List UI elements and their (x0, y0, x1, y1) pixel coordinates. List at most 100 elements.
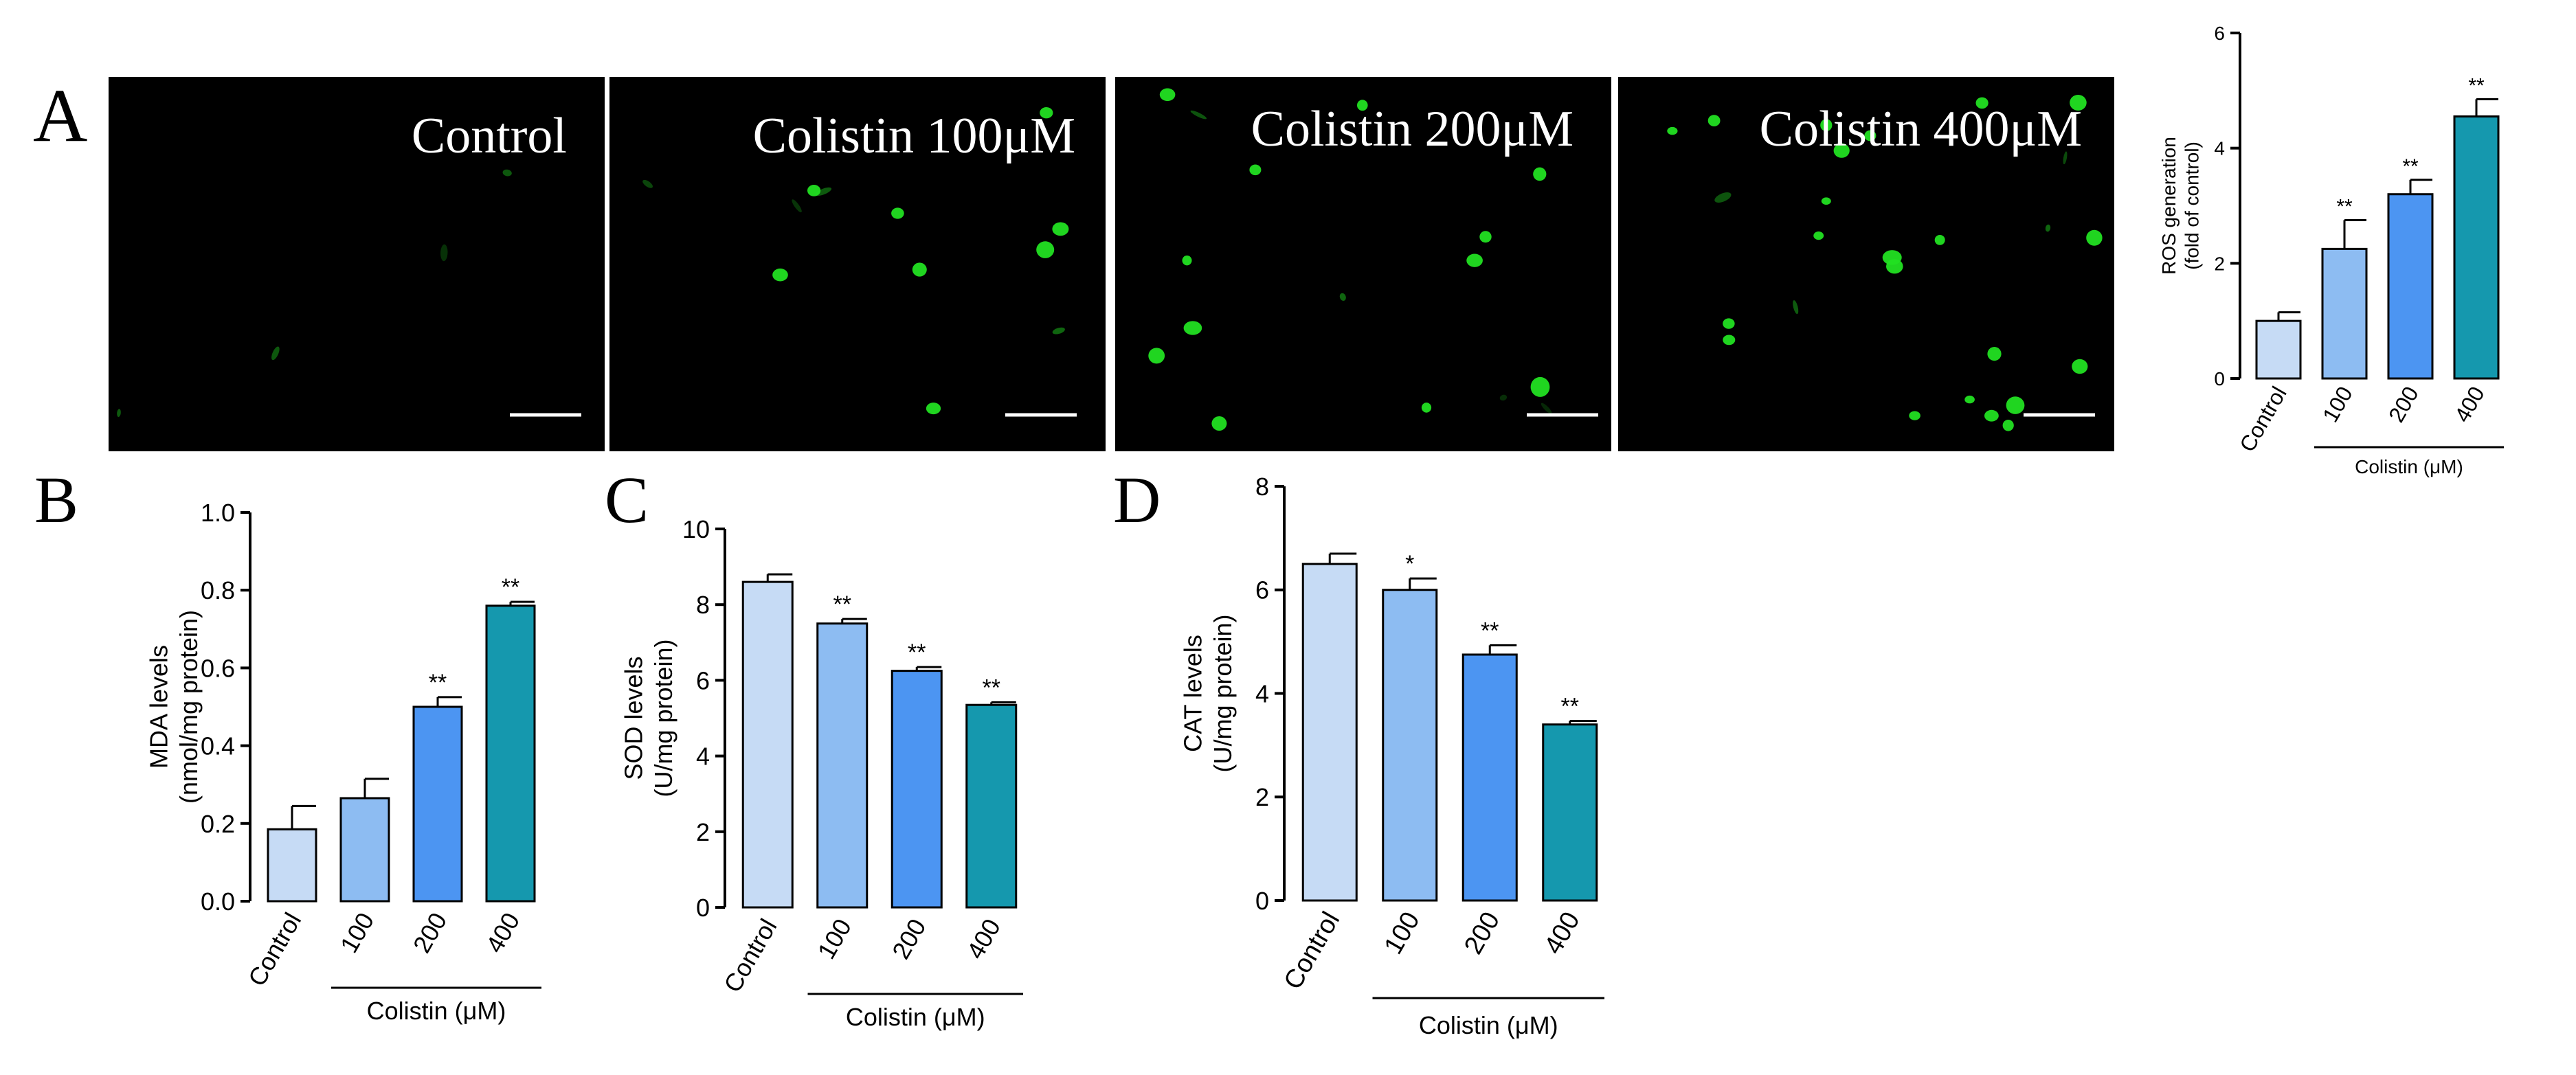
bright-cell (1820, 119, 1833, 132)
y-axis-label: SOD levels(U/mg protein) (620, 639, 677, 797)
chart-mda: B 0.0 0.2 0.4 0.6 0.8 1.0 MDA levels(nmol/mg pr… (34, 463, 541, 1025)
bar-200 (1461, 653, 1518, 902)
bright-cell (1964, 395, 1975, 404)
category-label: 100 (2318, 383, 2357, 427)
bright-cell (2070, 95, 2087, 111)
y-tick-label: 4 (1255, 679, 1269, 708)
faint-cell (440, 244, 448, 262)
bright-cell (1249, 164, 1262, 176)
micrograph-label: Colistin 200μM (1251, 101, 1573, 157)
faint-cell (502, 169, 512, 177)
faint-cell (2063, 151, 2068, 165)
y-tick-label: 8 (696, 591, 710, 619)
fluorescent-cells (642, 107, 1069, 415)
bright-cell (1723, 335, 1736, 346)
bright-cell (2086, 229, 2103, 246)
significance-marker: ** (908, 640, 926, 666)
bright-cell (1421, 403, 1432, 413)
bright-cell (1667, 126, 1678, 135)
faint-cell (815, 187, 832, 196)
significance-marker: ** (2336, 195, 2353, 218)
y-axis-label-line: CAT levels (1179, 635, 1207, 752)
fluorescent-cells (1148, 88, 1552, 431)
bright-cell (807, 185, 821, 196)
significance-marker: ** (502, 574, 519, 600)
chart-sod: C 0 2 4 6 8 10 SOD levels(U/mg protein) Control *… (605, 463, 1023, 1031)
bright-cell (1975, 97, 1989, 109)
bright-cell (1036, 241, 1055, 258)
bright-cell (1040, 107, 1053, 119)
bright-cell (1533, 167, 1547, 181)
bar-100 (339, 797, 390, 903)
y-axis-label: MDA levels(nmol/mg protein) (145, 610, 203, 804)
category-label: 200 (886, 914, 932, 964)
bright-cell (2002, 420, 2014, 431)
y-tick-label: 8 (1255, 473, 1269, 501)
fluorescent-cells (117, 169, 512, 418)
bright-cell (891, 207, 904, 219)
y-tick-label: 0.0 (201, 887, 235, 916)
category-label: Control (2235, 383, 2292, 456)
significance-marker: ** (1481, 618, 1499, 644)
bar-200 (412, 705, 463, 903)
charts: 0 2 4 6 ROS generation(fold of control) Contr… (34, 23, 2504, 1039)
faint-cell (1714, 192, 1732, 203)
y-tick-label: 1.0 (201, 499, 235, 527)
bright-cell (1813, 231, 1824, 240)
bright-cell (1159, 88, 1176, 102)
bright-cell (1466, 253, 1483, 267)
micrograph-colistin-400: Colistin 400μM (1618, 77, 2114, 451)
fluorescent-cells (1667, 95, 2103, 431)
significance-marker: * (1405, 551, 1414, 577)
category-label: 200 (407, 908, 453, 958)
significance-marker: ** (983, 675, 1000, 701)
faint-cell (642, 179, 653, 188)
y-axis-label-line: (U/mg protein) (1209, 614, 1237, 772)
y-tick-label: 6 (1255, 576, 1269, 604)
faint-cell (1499, 394, 1508, 401)
category-label: 100 (812, 914, 858, 964)
micrograph-colistin-100: Colistin 100μM (609, 77, 1106, 451)
faint-cell (117, 409, 121, 418)
significance-marker: ** (1561, 693, 1579, 719)
bright-cell (1864, 130, 1877, 142)
bright-cell (2006, 396, 2025, 414)
faint-cell (1190, 110, 1207, 120)
chart-ros: 0 2 4 6 ROS generation(fold of control) Contr… (2158, 23, 2504, 477)
significance-marker: ** (429, 670, 447, 696)
category-label: 200 (2384, 383, 2423, 427)
bar-100 (816, 622, 869, 909)
bright-cell (1357, 100, 1368, 111)
y-tick-label: 0.2 (201, 810, 235, 838)
bright-cell (2072, 359, 2088, 374)
significance-marker: ** (2402, 155, 2419, 178)
category-label: 200 (1459, 907, 1505, 960)
category-label: 100 (335, 908, 380, 958)
panel-label-a: A (33, 73, 87, 157)
y-tick-label: 2 (1255, 783, 1269, 811)
y-axis-label: CAT levels(U/mg protein) (1179, 614, 1237, 772)
y-tick-label: 6 (696, 666, 710, 694)
y-tick-label: 0.4 (201, 732, 235, 760)
bright-cell (1882, 250, 1902, 265)
y-axis-label-line: (U/mg protein) (649, 639, 677, 797)
bright-cell (1987, 346, 2002, 361)
bright-cell (1052, 222, 1069, 236)
bright-cell (1183, 321, 1202, 335)
bar-400 (1542, 723, 1598, 902)
category-label: 400 (1539, 907, 1586, 960)
bright-cell (1821, 197, 1831, 205)
faint-cell (2045, 224, 2051, 232)
bright-cell (772, 268, 788, 282)
y-tick-label: 4 (2214, 138, 2225, 159)
micrograph-control: Control (109, 77, 605, 451)
micrograph-label: Colistin 100μM (753, 108, 1075, 164)
y-tick-label: 2 (2214, 253, 2225, 274)
micrograph-row: Control Colistin 100μM Colistin 200μM Co… (109, 77, 2114, 451)
category-label: Control (1279, 907, 1346, 995)
bright-cell (1530, 376, 1550, 397)
group-label: Colistin (μM) (846, 1003, 985, 1031)
category-label: Control (243, 908, 307, 991)
category-label: 400 (480, 908, 526, 958)
